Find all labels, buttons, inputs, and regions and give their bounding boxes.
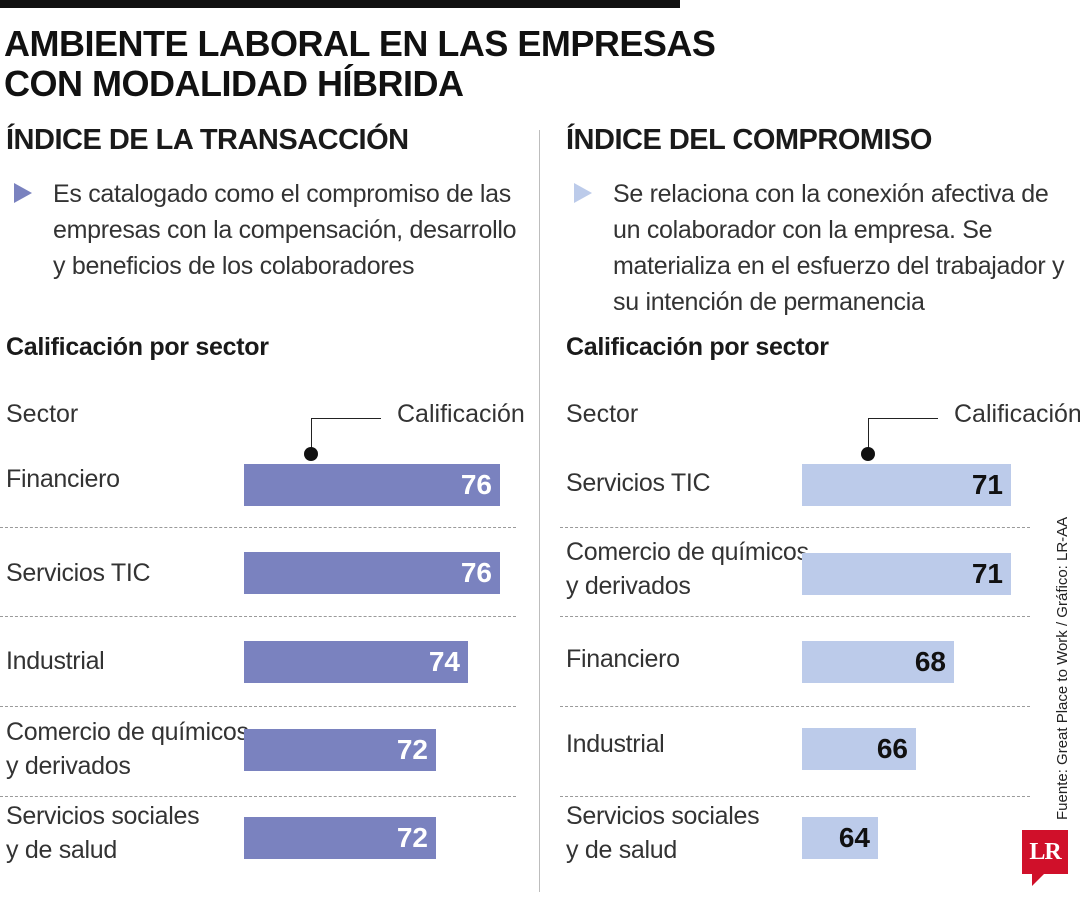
triangle-bullet-icon	[14, 183, 32, 203]
bar-value-label: 76	[460, 557, 492, 588]
sector-label-line: Servicios TIC	[566, 469, 711, 497]
bar-value-label: 68	[914, 646, 946, 677]
bar-value-label: 71	[971, 558, 1003, 589]
panel-transaccion: ÍNDICE DE LA TRANSACCIÓN Es catalogado c…	[0, 0, 530, 900]
sector-label-line: Servicios sociales	[566, 802, 760, 830]
bar: 66	[802, 728, 916, 770]
column-header-sector: Sector	[6, 400, 79, 428]
bar: 76	[244, 552, 500, 594]
sector-label: Financiero	[6, 462, 120, 496]
row-separator	[560, 706, 1030, 707]
sector-label: Financiero	[566, 642, 680, 676]
bar-chart-compromiso: Servicios TIC 71 Comercio de químicos y der…	[560, 0, 1080, 900]
sector-label: Industrial	[6, 644, 105, 678]
bar-value-label: 64	[838, 822, 870, 853]
top-rule	[0, 0, 680, 8]
bar: 71	[802, 553, 1011, 595]
bar: 76	[244, 464, 500, 506]
column-header-calificacion: Calificación	[954, 400, 1080, 428]
bar-value-label: 71	[971, 469, 1003, 500]
bar: 74	[244, 641, 468, 683]
panel-description: Es catalogado como el compromiso de las …	[53, 180, 517, 280]
sector-label-line: y de salud	[566, 836, 677, 864]
chart-subtitle: Calificación por sector	[566, 333, 829, 361]
sector-label-line: y derivados	[6, 752, 131, 780]
sector-label-line: Industrial	[566, 730, 665, 758]
sector-label: Industrial	[566, 727, 665, 761]
source-credit: Fuente: Great Place to Work / Gráfico: L…	[1054, 516, 1071, 820]
sector-label: Comercio de químicos y derivados	[6, 715, 249, 783]
triangle-bullet-icon	[574, 183, 592, 203]
row-separator	[0, 796, 516, 797]
panel-title: ÍNDICE DEL COMPROMISO	[566, 124, 933, 156]
bar-value-label: 74	[428, 646, 460, 677]
sector-label: Comercio de químicos y derivados	[566, 535, 809, 603]
sector-label-line: Comercio de químicos	[566, 538, 809, 566]
sector-label: Servicios TIC	[566, 466, 711, 500]
chart-subtitle: Calificación por sector	[6, 333, 269, 361]
bar-value-label: 76	[460, 469, 492, 500]
bar-value-label: 72	[396, 822, 428, 853]
row-separator	[560, 527, 1030, 528]
sector-label-line: Industrial	[6, 647, 105, 675]
bar: 64	[802, 817, 878, 859]
lr-logo: LR	[1022, 830, 1068, 886]
panel-compromiso: ÍNDICE DEL COMPROMISO Se relaciona con l…	[560, 0, 1080, 900]
sector-label-line: Servicios sociales	[6, 802, 200, 830]
bar: 72	[244, 729, 436, 771]
column-header-calificacion: Calificación	[397, 400, 525, 428]
panel-description: Se relaciona con la conexión afectiva de…	[613, 180, 1065, 316]
title-line-2: CON MODALIDAD HÍBRIDA	[4, 63, 464, 104]
column-divider	[539, 130, 540, 892]
sector-label-line: Financiero	[566, 645, 680, 673]
sector-label: Servicios sociales y de salud	[566, 799, 760, 867]
bar-value-label: 72	[396, 734, 428, 765]
title-line-1: AMBIENTE LABORAL EN LAS EMPRESAS	[4, 23, 716, 64]
row-separator	[560, 796, 1030, 797]
sector-label: Servicios TIC	[6, 556, 151, 590]
row-separator	[560, 616, 1030, 617]
panel-title: ÍNDICE DE LA TRANSACCIÓN	[6, 124, 409, 156]
sector-label-line: y de salud	[6, 836, 117, 864]
bar-value-label: 66	[876, 733, 908, 764]
sector-label-line: Servicios TIC	[6, 559, 151, 587]
bar-chart-transaccion: Financiero 76 Servicios TIC 76 Industrial 74 C…	[0, 0, 530, 900]
bar: 71	[802, 464, 1011, 506]
bar: 68	[802, 641, 954, 683]
sector-label-line: Comercio de químicos	[6, 718, 249, 746]
sector-label: Servicios sociales y de salud	[6, 799, 200, 867]
row-separator	[0, 706, 516, 707]
row-separator	[0, 616, 516, 617]
sector-label-line: y derivados	[566, 572, 691, 600]
bar: 72	[244, 817, 436, 859]
page-title: AMBIENTE LABORAL EN LAS EMPRESAS CON MOD…	[4, 23, 716, 104]
sector-label-line: Financiero	[6, 465, 120, 493]
column-header-sector: Sector	[566, 400, 639, 428]
row-separator	[0, 527, 516, 528]
